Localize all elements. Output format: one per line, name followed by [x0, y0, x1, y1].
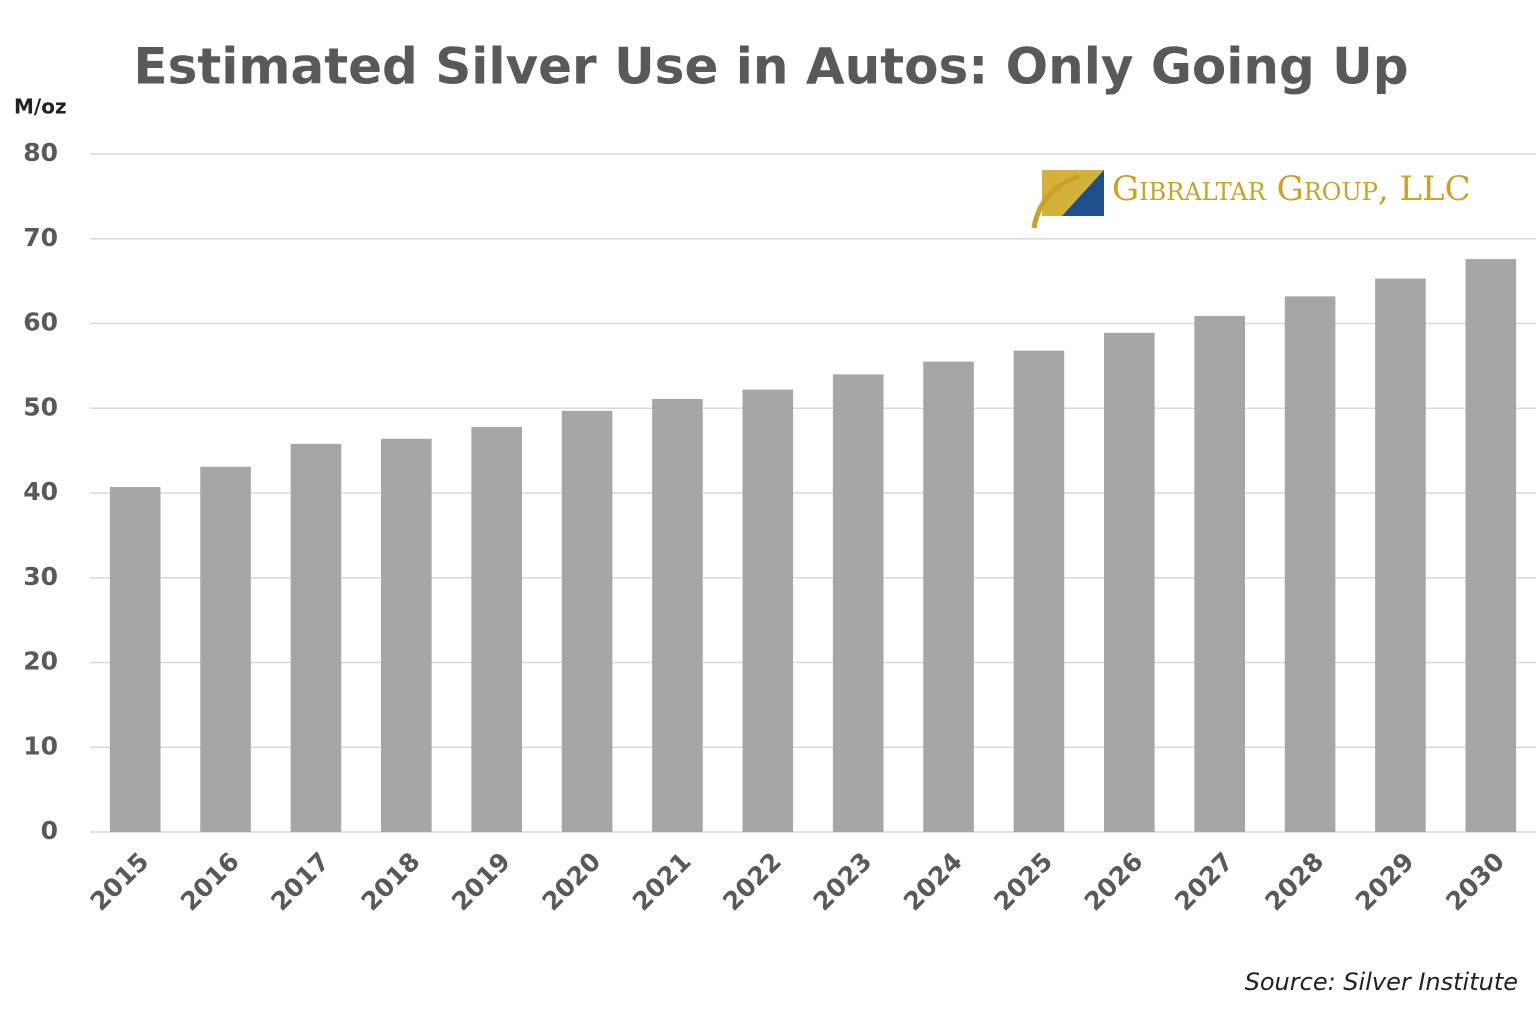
logo-swoosh [1031, 173, 1081, 229]
bar [109, 487, 161, 832]
bar [652, 398, 703, 832]
y-tick-label: 60 [23, 308, 58, 337]
y-axis-label: M/oz [14, 95, 67, 119]
bar [290, 443, 342, 832]
x-tick-label: 2029 [1350, 847, 1420, 917]
bar [1194, 315, 1245, 832]
x-tick-label: 2025 [988, 847, 1058, 917]
bar [1104, 332, 1155, 832]
bar [1013, 350, 1065, 832]
x-tick-label: 2019 [446, 847, 516, 917]
bar [1465, 259, 1517, 833]
bar [471, 426, 522, 832]
x-tick-label: 2016 [175, 847, 245, 917]
x-tick-label: 2027 [1169, 847, 1239, 917]
logo: Gibraltar Group, LLC [1031, 169, 1471, 229]
x-tick-label: 2022 [717, 847, 787, 917]
y-tick-label: 10 [23, 731, 58, 760]
x-tick-label: 2026 [1079, 847, 1149, 917]
x-tick-label: 2030 [1440, 847, 1510, 917]
source-note: Source: Silver Institute [1245, 968, 1518, 996]
x-tick-label: 2017 [265, 847, 335, 917]
x-tick-label: 2018 [356, 847, 426, 917]
y-tick-label: 70 [23, 223, 58, 252]
bar [1284, 296, 1336, 832]
x-tick-label: 2015 [85, 847, 155, 917]
logo-text: Gibraltar Group, LLC [1112, 169, 1471, 209]
y-tick-label: 0 [41, 816, 58, 845]
bar [200, 466, 251, 832]
chart-title: Estimated Silver Use in Autos: Only Goin… [133, 38, 1408, 96]
x-tick-label: 2020 [537, 847, 607, 917]
bar [832, 374, 884, 832]
x-tick-label: 2024 [898, 847, 968, 917]
x-tick-label: 2023 [808, 847, 878, 917]
logo-blue [1062, 170, 1104, 216]
bar [1375, 278, 1426, 832]
bar [561, 410, 613, 832]
x-tick-label: 2021 [627, 847, 697, 917]
x-tick-label: 2028 [1260, 847, 1330, 917]
bar [923, 361, 974, 832]
bar [742, 389, 794, 832]
bar [381, 438, 432, 832]
y-tick-label: 30 [23, 562, 58, 591]
y-tick-label: 20 [23, 647, 58, 676]
y-tick-label: 50 [23, 392, 58, 421]
y-tick-label: 40 [23, 477, 58, 506]
y-tick-label: 80 [23, 138, 58, 167]
